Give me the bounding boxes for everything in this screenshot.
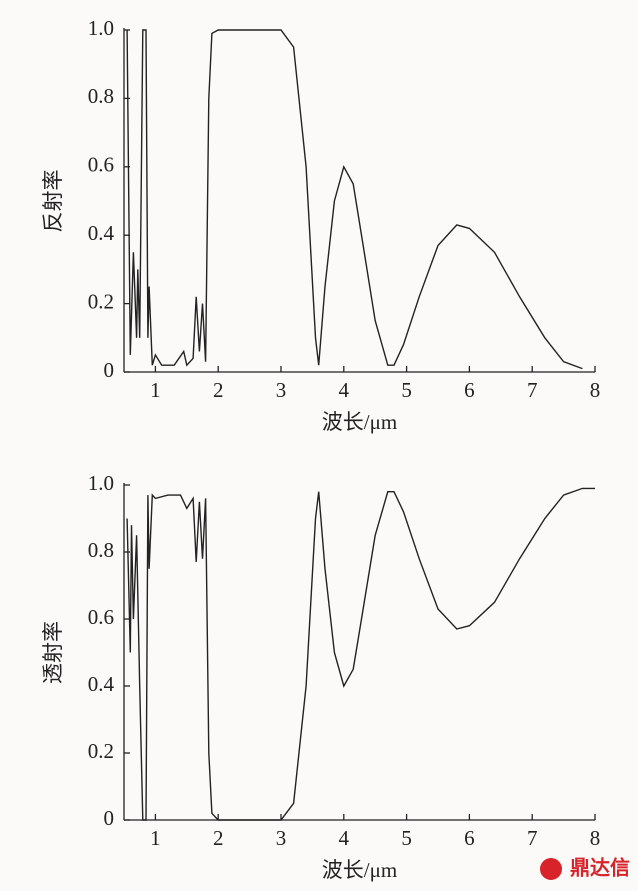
data-line: [126, 487, 595, 821]
x-tick-label: 6: [464, 378, 475, 402]
x-tick-label: 2: [213, 826, 224, 850]
y-axis-label: 反射率: [41, 170, 65, 233]
y-tick-label: 1.0: [88, 471, 114, 495]
x-tick-label: 5: [401, 826, 412, 850]
x-tick-label: 7: [527, 826, 538, 850]
x-tick-label: 6: [464, 826, 475, 850]
y-tick-label: 0.6: [88, 153, 114, 177]
x-tick-label: 3: [276, 378, 287, 402]
y-tick-label: 1.0: [88, 16, 114, 40]
y-tick-label: 0.2: [88, 289, 114, 313]
y-tick-label: 0.6: [88, 605, 114, 629]
watermark: 鼎达信: [570, 856, 630, 880]
x-tick-label: 2: [213, 378, 224, 402]
y-tick-label: 0.8: [88, 84, 114, 108]
x-axis-label: 波长/μm: [322, 410, 397, 434]
y-tick-label: 0: [104, 358, 115, 382]
logo: [540, 858, 562, 880]
x-tick-label: 7: [527, 378, 538, 402]
x-tick-label: 3: [276, 826, 287, 850]
x-tick-label: 1: [150, 378, 161, 402]
x-tick-label: 4: [339, 378, 350, 402]
x-tick-label: 8: [590, 378, 601, 402]
x-tick-label: 4: [339, 826, 350, 850]
y-tick-label: 0.4: [88, 672, 115, 696]
y-tick-label: 0.2: [88, 739, 114, 763]
y-tick-label: 0.8: [88, 538, 114, 562]
y-tick-label: 0.4: [88, 221, 115, 245]
y-tick-label: 0: [104, 806, 115, 830]
x-axis-label: 波长/μm: [322, 858, 397, 882]
data-line: [126, 29, 583, 370]
x-tick-label: 8: [590, 826, 601, 850]
x-tick-label: 1: [150, 826, 161, 850]
y-axis-label: 透射率: [41, 621, 65, 684]
x-tick-label: 5: [401, 378, 412, 402]
